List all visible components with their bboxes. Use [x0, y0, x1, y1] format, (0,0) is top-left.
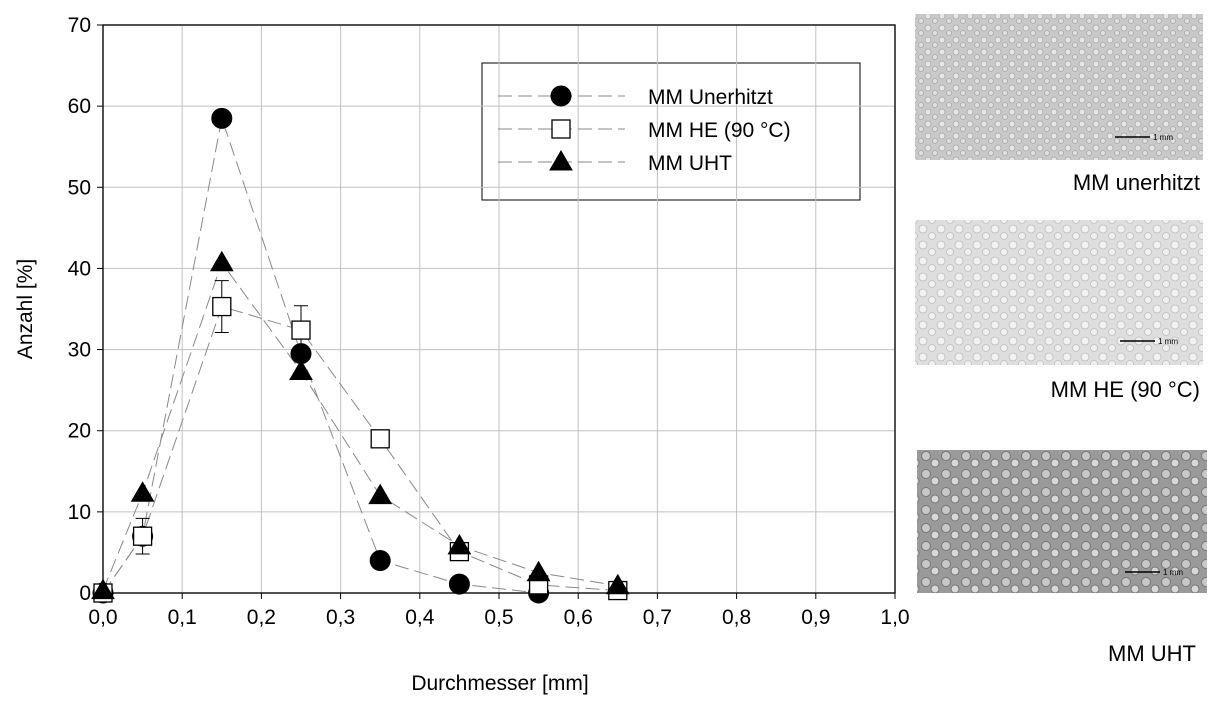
y-tick-label: 30 — [68, 339, 91, 362]
x-tick-label: 1,0 — [880, 606, 909, 629]
y-tick-label: 60 — [68, 95, 91, 118]
image-caption: MM unerhitzt — [1073, 170, 1200, 195]
x-tick-label: 0,8 — [722, 606, 751, 629]
x-axis-label: Durchmesser [mm] — [411, 672, 588, 695]
x-tick-label: 0,1 — [168, 606, 197, 629]
y-tick-label: 50 — [68, 176, 91, 199]
legend-marker — [551, 119, 571, 139]
marker — [211, 107, 233, 129]
marker — [212, 296, 232, 317]
y-axis-label: Anzahl [%] — [14, 259, 37, 359]
legend-label: MM Unerhitzt — [648, 86, 773, 109]
x-tick-label: 0,2 — [247, 606, 276, 629]
y-tick-label: 20 — [68, 420, 91, 443]
y-tick-label: 10 — [68, 501, 91, 524]
series-line — [102, 305, 618, 594]
micrograph — [917, 450, 1207, 593]
marker — [526, 560, 551, 582]
marker — [291, 320, 311, 340]
marker — [209, 250, 234, 272]
marker — [605, 573, 630, 595]
x-tick-label: 0,3 — [326, 606, 355, 629]
legend-marker — [550, 85, 572, 107]
marker — [447, 533, 472, 555]
y-tick-label: 0 — [79, 582, 91, 605]
marker — [130, 481, 155, 502]
series-line — [102, 261, 618, 591]
y-tick-label: 70 — [68, 14, 91, 37]
marker — [132, 526, 153, 546]
legend-label: MM UHT — [648, 152, 732, 175]
scale-label: 1 mm — [1163, 568, 1183, 577]
x-tick-label: 0,5 — [484, 606, 513, 629]
x-tick-label: 0,0 — [88, 606, 117, 629]
x-tick-label: 0,7 — [643, 606, 672, 629]
legend-label: MM HE (90 °C) — [648, 119, 791, 142]
legend-marker — [549, 150, 573, 171]
series-line — [102, 116, 539, 594]
image-caption: MM HE (90 °C) — [1051, 377, 1200, 402]
marker — [289, 359, 313, 380]
x-tick-label: 0,9 — [801, 606, 830, 629]
marker — [369, 550, 391, 572]
marker — [91, 578, 115, 600]
x-tick-label: 0,4 — [405, 606, 435, 629]
x-tick-label: 0,6 — [564, 606, 593, 629]
plot-border — [102, 24, 896, 594]
scale-label: 1 mm — [1153, 133, 1173, 142]
y-tick-label: 40 — [68, 257, 91, 280]
marker — [370, 429, 390, 449]
marker — [448, 573, 470, 595]
legend-box — [481, 62, 861, 201]
image-caption: MM UHT — [1108, 641, 1196, 666]
micrograph — [915, 14, 1203, 160]
scale-label: 1 mm — [1158, 337, 1178, 346]
marker — [368, 483, 393, 505]
